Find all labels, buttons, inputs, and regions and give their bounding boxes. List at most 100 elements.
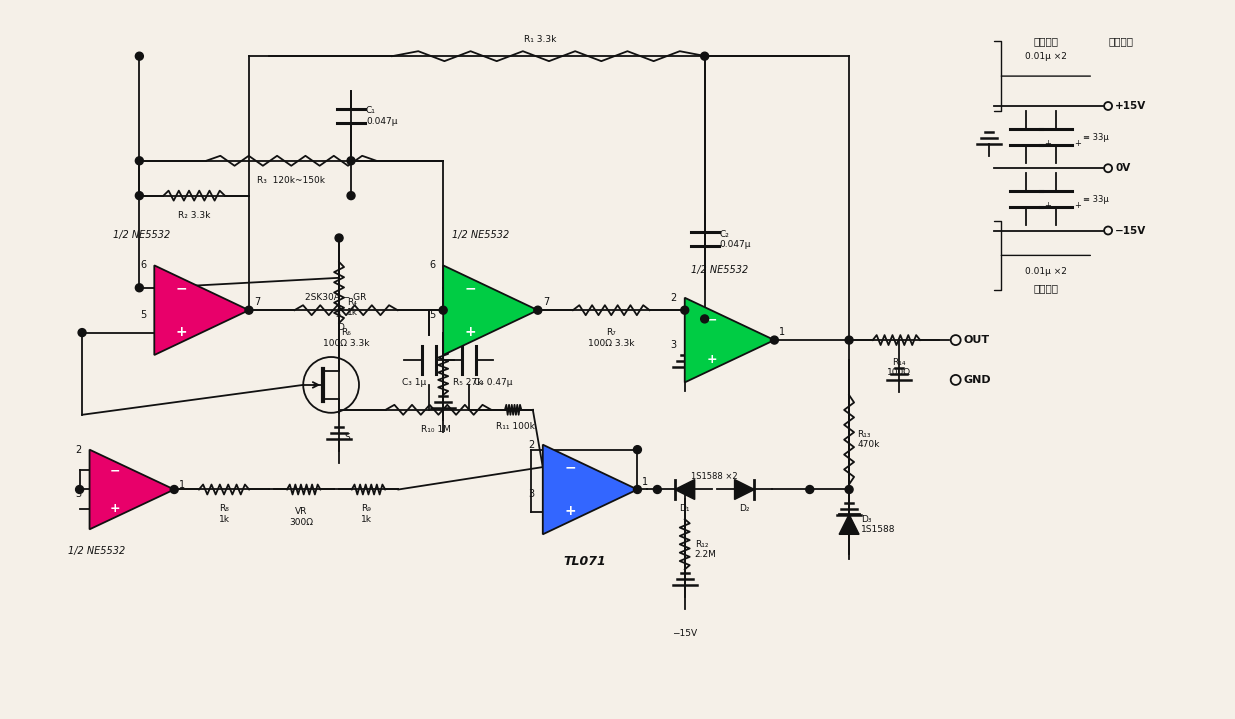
Circle shape bbox=[700, 315, 709, 323]
Circle shape bbox=[845, 336, 853, 344]
Text: 5: 5 bbox=[140, 310, 146, 320]
Circle shape bbox=[653, 485, 661, 493]
Text: 6: 6 bbox=[141, 260, 146, 270]
Circle shape bbox=[347, 157, 354, 165]
Text: +: + bbox=[1074, 139, 1081, 147]
Text: −15V: −15V bbox=[1115, 226, 1146, 236]
Polygon shape bbox=[674, 480, 695, 500]
Text: 1/2 NE5532: 1/2 NE5532 bbox=[68, 546, 126, 557]
Circle shape bbox=[136, 52, 143, 60]
Text: TL071: TL071 bbox=[563, 555, 606, 568]
Text: −15V: −15V bbox=[672, 629, 698, 638]
Text: 0.01μ ×2: 0.01μ ×2 bbox=[1025, 52, 1067, 61]
Circle shape bbox=[845, 485, 853, 493]
Text: D₁: D₁ bbox=[679, 505, 690, 513]
Text: +: + bbox=[175, 325, 188, 339]
Circle shape bbox=[440, 306, 447, 314]
Text: C₂
0.047μ: C₂ 0.047μ bbox=[720, 229, 751, 249]
Text: R₄
1k: R₄ 1k bbox=[347, 298, 358, 317]
Text: 1/2 NE5532: 1/2 NE5532 bbox=[114, 231, 170, 240]
Circle shape bbox=[680, 485, 689, 493]
Text: R₅ 27k: R₅ 27k bbox=[453, 378, 483, 387]
Text: C₃ 1μ: C₃ 1μ bbox=[401, 378, 426, 387]
Text: +15V: +15V bbox=[1115, 101, 1146, 111]
Circle shape bbox=[136, 157, 143, 165]
Text: R₉
1k: R₉ 1k bbox=[361, 505, 372, 524]
Text: 3: 3 bbox=[529, 490, 535, 500]
Polygon shape bbox=[735, 480, 755, 500]
Circle shape bbox=[245, 306, 253, 314]
Text: ≡ 33μ: ≡ 33μ bbox=[1083, 195, 1109, 204]
Text: R₁ 3.3k: R₁ 3.3k bbox=[524, 35, 557, 45]
Text: −: − bbox=[464, 281, 477, 296]
Text: R₁₄
100Ω: R₁₄ 100Ω bbox=[887, 358, 911, 377]
Text: C₁
0.047μ: C₁ 0.047μ bbox=[366, 106, 398, 126]
Text: 5: 5 bbox=[429, 310, 435, 320]
Circle shape bbox=[771, 336, 778, 344]
Text: 1/2 NE5532: 1/2 NE5532 bbox=[690, 265, 748, 275]
Circle shape bbox=[700, 52, 709, 60]
Text: −: − bbox=[706, 313, 716, 326]
Text: ≡ 33μ: ≡ 33μ bbox=[1083, 132, 1109, 142]
Circle shape bbox=[805, 485, 814, 493]
Text: 旁路电容: 旁路电容 bbox=[1034, 36, 1058, 46]
Text: +: + bbox=[706, 354, 718, 367]
Text: −: − bbox=[564, 461, 576, 475]
Text: S: S bbox=[345, 433, 350, 441]
Text: 7: 7 bbox=[543, 297, 550, 307]
Text: 0.01μ ×2: 0.01μ ×2 bbox=[1025, 267, 1067, 276]
Text: 1: 1 bbox=[179, 480, 185, 490]
Text: 7: 7 bbox=[254, 297, 261, 307]
Text: 0V: 0V bbox=[1115, 163, 1130, 173]
Text: +: + bbox=[1045, 201, 1051, 210]
Text: C₄ 0.47μ: C₄ 0.47μ bbox=[473, 378, 513, 387]
Text: +: + bbox=[564, 505, 576, 518]
Text: −: − bbox=[110, 464, 120, 477]
Text: +: + bbox=[1045, 139, 1051, 147]
Text: GND: GND bbox=[963, 375, 992, 385]
Polygon shape bbox=[839, 514, 860, 534]
Text: +: + bbox=[464, 325, 477, 339]
Text: 1: 1 bbox=[642, 477, 648, 487]
Text: R₈
1k: R₈ 1k bbox=[219, 505, 230, 524]
Text: R₁₁ 100k: R₁₁ 100k bbox=[496, 422, 535, 431]
Text: R₂ 3.3k: R₂ 3.3k bbox=[178, 211, 210, 219]
Circle shape bbox=[78, 329, 86, 336]
Circle shape bbox=[347, 192, 354, 200]
Text: 1: 1 bbox=[779, 327, 785, 337]
Text: 1S1588 ×2: 1S1588 ×2 bbox=[692, 472, 739, 480]
Polygon shape bbox=[543, 444, 637, 534]
Text: +: + bbox=[110, 502, 120, 515]
Text: 电源电压: 电源电压 bbox=[1108, 36, 1132, 46]
Text: −: − bbox=[175, 281, 188, 296]
Circle shape bbox=[634, 446, 641, 454]
Text: 2SK30A − GR: 2SK30A − GR bbox=[305, 293, 367, 302]
Text: D₃
1S1588: D₃ 1S1588 bbox=[861, 515, 895, 534]
Text: 2: 2 bbox=[671, 293, 677, 303]
Polygon shape bbox=[90, 449, 174, 529]
Text: VR
300Ω: VR 300Ω bbox=[289, 508, 314, 527]
Text: 2: 2 bbox=[529, 440, 535, 449]
Circle shape bbox=[534, 306, 542, 314]
Text: 1/2 NE5532: 1/2 NE5532 bbox=[452, 231, 509, 240]
Text: J₁: J₁ bbox=[336, 308, 341, 317]
Circle shape bbox=[170, 485, 178, 493]
Circle shape bbox=[136, 192, 143, 200]
Circle shape bbox=[634, 485, 641, 493]
Text: R₁₂
2.2M: R₁₂ 2.2M bbox=[695, 539, 716, 559]
Text: OUT: OUT bbox=[963, 335, 989, 345]
Text: 3: 3 bbox=[671, 340, 677, 350]
Text: R₇
100Ω 3.3k: R₇ 100Ω 3.3k bbox=[588, 328, 635, 347]
Text: 2: 2 bbox=[75, 444, 82, 454]
Text: D: D bbox=[337, 323, 343, 332]
Text: 6: 6 bbox=[429, 260, 435, 270]
Circle shape bbox=[75, 485, 84, 493]
Circle shape bbox=[680, 306, 689, 314]
Text: R₆
100Ω 3.3k: R₆ 100Ω 3.3k bbox=[322, 328, 369, 347]
Polygon shape bbox=[443, 265, 537, 355]
Polygon shape bbox=[684, 298, 774, 383]
Text: 3: 3 bbox=[75, 490, 82, 500]
Text: +: + bbox=[1074, 201, 1081, 210]
Text: D₂: D₂ bbox=[740, 505, 750, 513]
Text: R₁₀ 1M: R₁₀ 1M bbox=[421, 425, 451, 434]
